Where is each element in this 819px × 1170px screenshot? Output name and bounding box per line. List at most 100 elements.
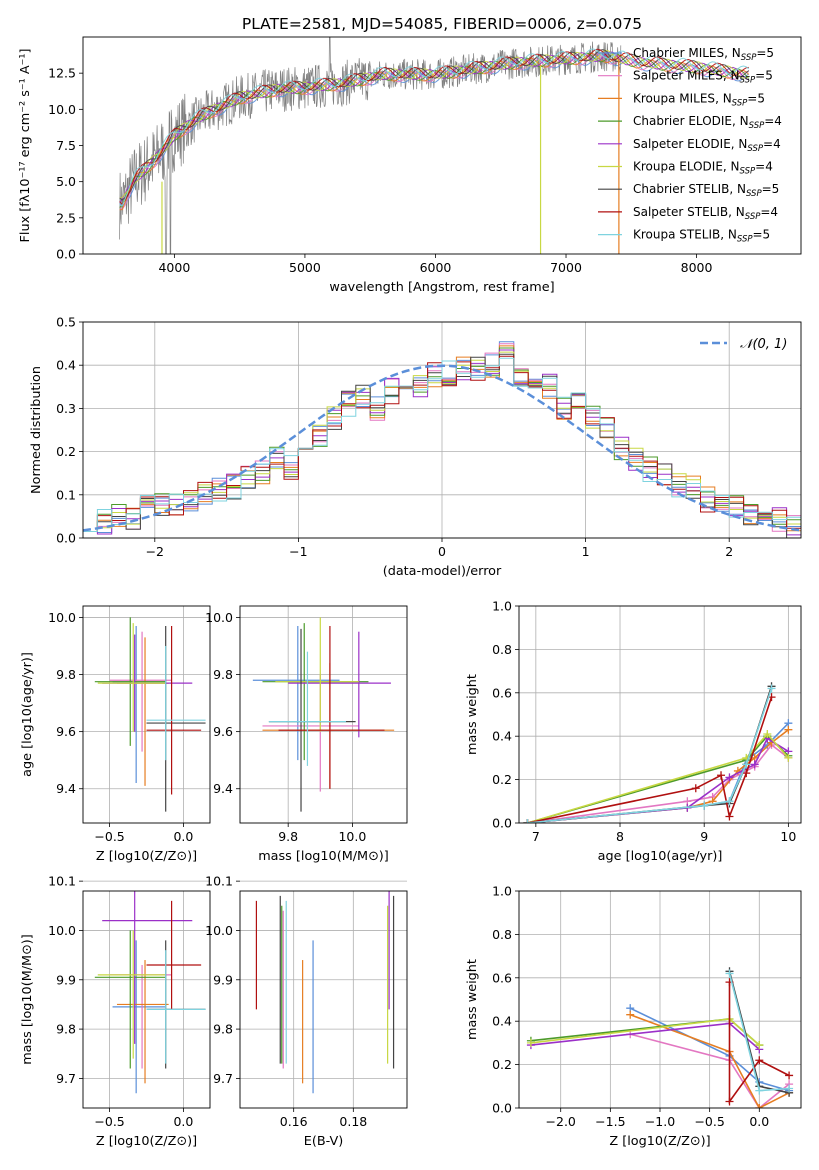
legend-nssp-prefix: , N — [729, 182, 746, 196]
legend-nssp-prefix: , N — [723, 160, 740, 174]
y-tick-label: 0.0 — [56, 247, 76, 262]
legend-label-kroupa-elodie: Kroupa ELODIE, NSSP=4 — [633, 160, 773, 177]
plot-frame — [518, 605, 802, 824]
y-tick-label: 0.4 — [492, 729, 512, 744]
legend-model-name: Chabrier ELODIE — [633, 114, 732, 128]
mass-weight-line-chabrier-miles — [629, 1007, 790, 1092]
y-tick-label: 10.0 — [48, 610, 76, 625]
y-tick-label: 0.8 — [492, 642, 512, 657]
mass-weight-marker-salpeter-stelib — [755, 1056, 764, 1065]
legend-model-name: Salpeter MILES — [633, 69, 723, 83]
legend-nssp-value: =5 — [762, 182, 780, 196]
mass-weight-marker-kroupa-miles — [626, 1010, 635, 1019]
legend-model-name: Kroupa MILES — [633, 91, 715, 105]
legend-nssp-subscript: SSP — [732, 98, 748, 108]
y-tick-label: 0.0 — [56, 531, 76, 546]
mass-weight-marker-kroupa-stelib — [742, 760, 751, 769]
legend-normal-label: 𝒩(0, 1) — [740, 337, 787, 352]
x-tick-label: 7 — [532, 829, 540, 844]
mass-weight-marker-kroupa-elodie — [763, 730, 772, 739]
mass-weight-marker-kroupa-miles — [755, 1104, 764, 1108]
x-tick-label: 5000 — [289, 260, 321, 275]
model-spectrum-salpeter-stelib — [119, 48, 749, 205]
legend-nssp-value: =4 — [764, 114, 782, 128]
model-spectrum-salpeter-miles — [119, 53, 749, 211]
mass-weight-marker-kroupa-stelib — [523, 819, 532, 823]
plot-frame — [518, 890, 802, 1109]
y-tick-label: 7.5 — [56, 138, 76, 153]
legend-label-chabrier-stelib: Chabrier STELIB, NSSP=5 — [633, 182, 779, 199]
x-axis-label: Z [log10(Z/Z⊙)] — [609, 1134, 710, 1149]
age-vs-mass-panel: 9.8 10.0 9.4 9.6 9.8 10.0 mass [log10(M/M⊙)] — [205, 605, 408, 864]
y-tick-label: 9.9 — [56, 972, 76, 987]
mass-weight-marker-kroupa-stelib — [700, 801, 709, 810]
x-tick-label: −0.5 — [94, 1114, 124, 1129]
y-tick-label: 9.9 — [213, 972, 233, 987]
normal-distribution-curve — [83, 364, 801, 532]
y-tick-label: 0.8 — [492, 927, 512, 942]
legend-nssp-subscript: SSP — [740, 76, 756, 86]
mass-weight-marker-kroupa-stelib — [767, 684, 776, 693]
y-tick-label: 9.6 — [213, 724, 233, 739]
plot-frame — [239, 890, 408, 1109]
errorbars — [255, 891, 395, 1094]
x-axis-label: Z [log10(Z/Z⊙)] — [96, 849, 197, 864]
y-tick-label: 0.6 — [492, 970, 512, 985]
y-axis-label: mass weight — [465, 959, 480, 1040]
errorbars — [252, 617, 395, 812]
mass-weight-marker-salpeter-elodie — [725, 773, 734, 782]
y-tick-label: 9.7 — [213, 1071, 233, 1086]
x-tick-label: 9 — [700, 829, 708, 844]
plot-frame — [82, 36, 802, 255]
y-tick-label: 1.0 — [492, 599, 512, 614]
y-tick-label: 0.2 — [56, 444, 76, 459]
legend-nssp-prefix: , N — [728, 205, 745, 219]
legend-nssp-value: =5 — [747, 91, 765, 105]
legend-nssp-prefix: , N — [715, 91, 732, 105]
y-tick-label: 9.8 — [213, 1022, 233, 1037]
mass-vs-ebv-panel: 0.16 0.18 9.7 9.8 9.9 10.0 10.1 E(B-V) — [205, 874, 408, 1149]
x-tick-label: 0.0 — [173, 1114, 193, 1129]
x-tick-label: 6000 — [420, 260, 452, 275]
mass-weight-marker-salpeter-stelib — [717, 771, 726, 780]
y-axis-label: mass weight — [465, 674, 480, 755]
x-tick-label: −0.5 — [694, 1114, 724, 1129]
age-vs-metallicity-panel: −0.5 0.0 9.4 9.6 9.8 10.0 Z [log10(Z/Z⊙)] age [… — [20, 605, 211, 864]
x-tick-label: 1 — [582, 544, 590, 559]
y-tick-label: 9.4 — [213, 781, 233, 796]
x-tick-label: −0.5 — [94, 829, 124, 844]
y-tick-label: 0.1 — [56, 487, 76, 502]
spectrum-lines — [119, 37, 750, 254]
legend-model-name: Kroupa STELIB — [633, 228, 720, 242]
errorbars — [94, 617, 206, 812]
mass-weight-marker-kroupa-stelib — [785, 1084, 794, 1093]
x-axis-label: E(B-V) — [304, 1134, 343, 1149]
x-axis-label: age [log10(age/yr)] — [598, 849, 723, 864]
mass-weight-line-salpeter-stelib — [728, 982, 790, 1104]
x-tick-label: 0.0 — [749, 1114, 769, 1129]
legend-nssp-prefix: , N — [732, 114, 749, 128]
legend-model-name: Salpeter ELODIE — [633, 137, 731, 151]
plot-frame — [82, 605, 211, 824]
y-tick-label: 9.8 — [56, 667, 76, 682]
y-axis-label: age [log10(age/yr)] — [20, 652, 35, 777]
y-tick-label: 10.0 — [205, 923, 233, 938]
mass-weight-line-salpeter-stelib — [527, 696, 773, 823]
x-tick-label: 10 — [780, 829, 796, 844]
legend-label-kroupa-miles: Kroupa MILES, NSSP=5 — [633, 91, 765, 108]
y-tick-label: 9.6 — [56, 724, 76, 739]
residual-histogram-panel: −2 −1 0 1 2 0.0 0.1 0.2 0.3 0.4 0.5 (data-model)/er… — [29, 315, 802, 579]
y-tick-label: 10.1 — [205, 874, 233, 889]
mass-weight-marker-kroupa-elodie — [755, 1041, 764, 1050]
mass-weight-vs-age-panel: 7 8 9 10 0.0 0.2 0.4 0.6 0.8 1.0 age [log10(age/yr… — [465, 599, 802, 864]
mass-weight-marker-salpeter-stelib — [785, 1071, 794, 1080]
y-axis-label: Flux [fλ10⁻¹⁷ erg cm⁻² s⁻¹ A⁻¹] — [18, 49, 33, 243]
x-axis-label: wavelength [Angstrom, rest frame] — [329, 280, 554, 295]
x-tick-label: 8 — [616, 829, 624, 844]
legend-nssp-subscript: SSP — [747, 144, 763, 154]
legend-label-salpeter-miles: Salpeter MILES, NSSP=5 — [633, 69, 773, 86]
spectrum-panel: 4000 5000 6000 7000 8000 0.0 2.5 5.0 7.5 10.0 12.5… — [18, 36, 802, 295]
legend-label-salpeter-stelib: Salpeter STELIB, NSSP=4 — [633, 205, 778, 222]
y-tick-label: 0.4 — [56, 358, 76, 373]
